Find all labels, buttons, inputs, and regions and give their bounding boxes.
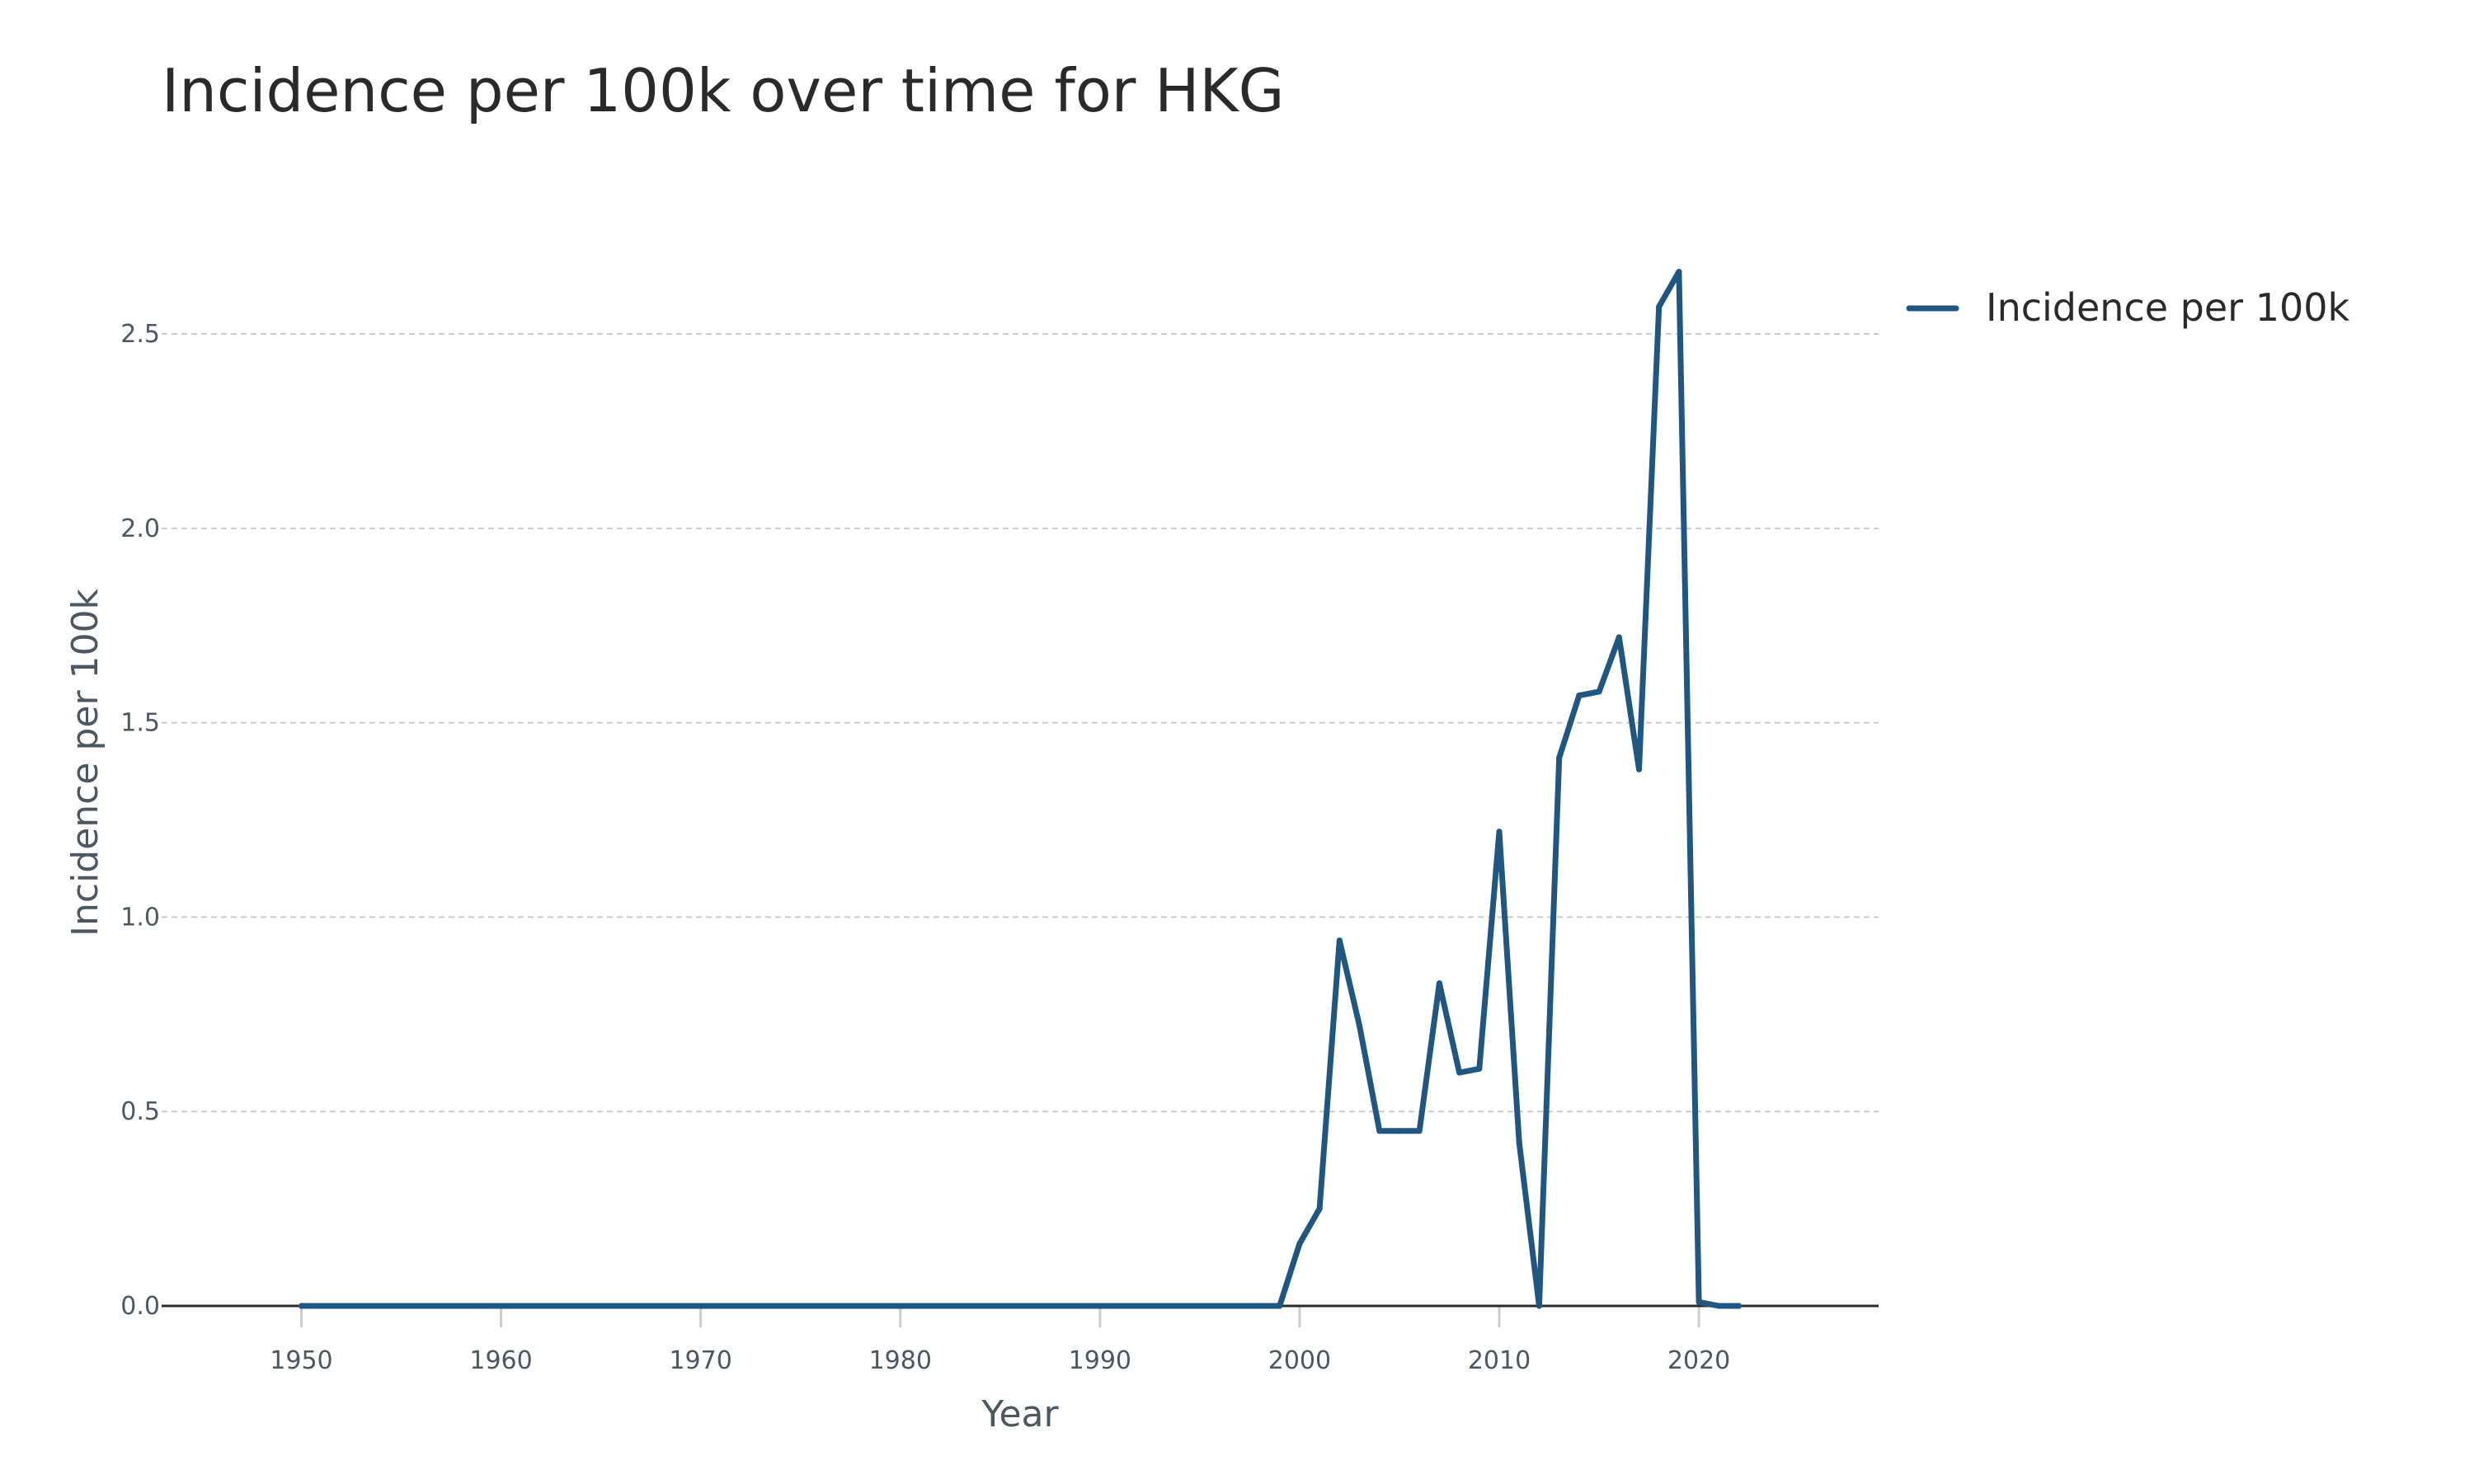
- data-point: [1336, 937, 1343, 944]
- data-point: [1715, 1303, 1722, 1309]
- data-point: [1277, 1303, 1283, 1309]
- data-point: [1536, 1303, 1542, 1309]
- data-point: [1376, 1128, 1383, 1134]
- y-tick-label: 0.0: [120, 1292, 160, 1321]
- data-point: [1656, 303, 1663, 310]
- series-layer: [298, 269, 1743, 1309]
- series-line: [299, 269, 1742, 1309]
- data-point: [1736, 1303, 1743, 1309]
- data-point: [1476, 1065, 1483, 1072]
- data-point: [1596, 688, 1602, 695]
- legend-label: Incidence per 100k: [1986, 285, 2349, 330]
- x-tick-label: 2000: [1268, 1346, 1331, 1375]
- legend[interactable]: Incidence per 100k: [1906, 285, 2349, 330]
- data-point: [1496, 829, 1503, 835]
- data-point: [1576, 693, 1583, 699]
- data-point: [1416, 1128, 1423, 1134]
- y-tick-label: 0.5: [120, 1097, 160, 1126]
- data-point: [1436, 980, 1442, 987]
- x-tick-label: 1990: [1069, 1346, 1131, 1375]
- x-tick-label: 1980: [869, 1346, 932, 1375]
- y-tick-label: 2.5: [120, 320, 160, 349]
- data-point: [1316, 1205, 1323, 1212]
- x-tick-label: 1960: [469, 1346, 532, 1375]
- y-axis-ticks: 0.0 0.5 1.0 1.5 2.0 2.5: [120, 320, 160, 1321]
- x-tick-label: 1970: [669, 1346, 731, 1375]
- data-point: [1456, 1069, 1463, 1076]
- x-tick-label: 2010: [1468, 1346, 1531, 1375]
- y-tick-label: 2.0: [120, 514, 160, 543]
- data-point: [1696, 1298, 1702, 1305]
- data-point: [1676, 269, 1682, 275]
- data-point: [298, 1303, 304, 1309]
- data-point: [1556, 754, 1563, 761]
- x-tick-label: 1950: [270, 1346, 332, 1375]
- data-point: [1357, 1022, 1363, 1029]
- y-tick-label: 1.5: [120, 709, 160, 738]
- data-point: [1616, 634, 1622, 641]
- data-point: [1296, 1241, 1303, 1247]
- data-point: [1396, 1128, 1403, 1134]
- chart-title: Incidence per 100k over time for HKG: [162, 56, 1284, 125]
- grid-lines: [162, 333, 1879, 1113]
- y-axis-title: Incidence per 100k: [64, 589, 106, 937]
- x-axis-title: Year: [981, 1393, 1059, 1435]
- data-point: [1635, 766, 1642, 773]
- x-axis-ticks: 1950 1960 1970 1980 1990 2000 2010 2020: [270, 1306, 1730, 1375]
- x-tick-label: 2020: [1667, 1346, 1730, 1375]
- data-point: [1516, 1139, 1522, 1146]
- y-tick-label: 1.0: [120, 903, 160, 932]
